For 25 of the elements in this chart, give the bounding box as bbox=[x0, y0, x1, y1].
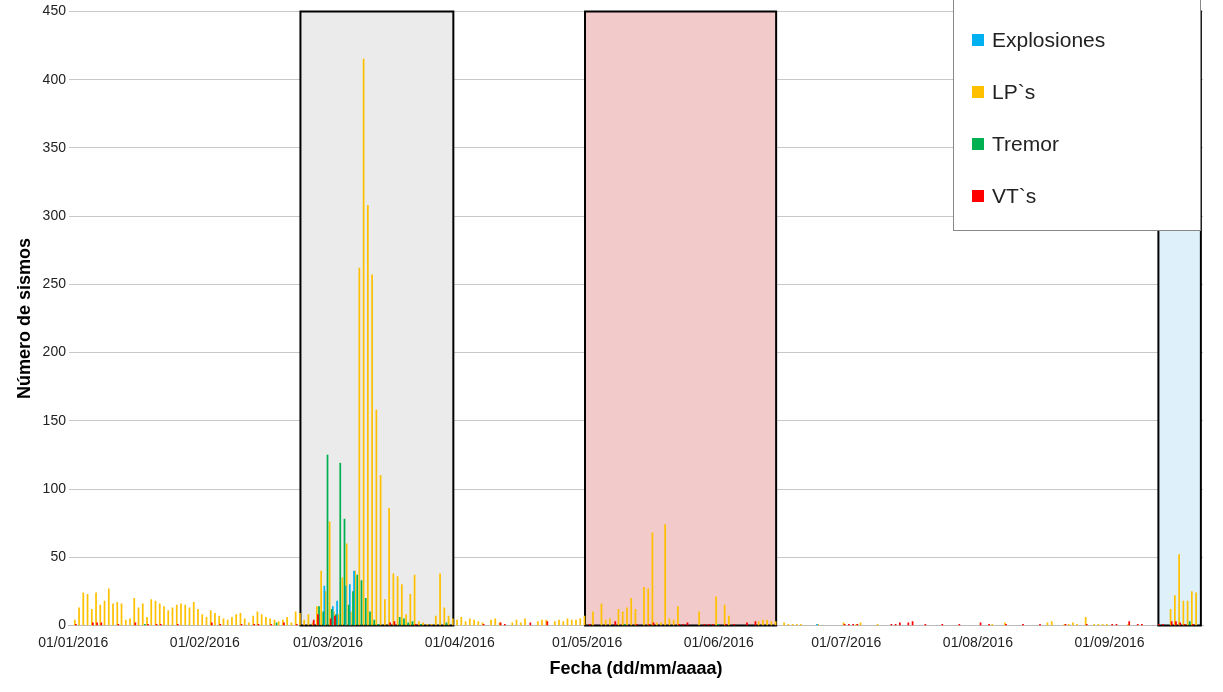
legend-label: LP`s bbox=[992, 80, 1036, 105]
x-tick-label: 01/04/2016 bbox=[424, 633, 495, 650]
y-tick-label: 350 bbox=[42, 138, 67, 155]
y-axis-title: Número de sismos bbox=[13, 237, 34, 400]
y-tick-label: 150 bbox=[42, 411, 67, 428]
y-tick-label: 400 bbox=[42, 70, 67, 87]
x-tick-label: 01/03/2016 bbox=[293, 633, 364, 650]
legend-label: Explosiones bbox=[992, 28, 1106, 53]
y-tick-label: 250 bbox=[42, 275, 67, 292]
x-tick-label: 01/08/2016 bbox=[942, 633, 1014, 650]
legend-label: Tremor bbox=[992, 132, 1059, 157]
y-tick-label: 100 bbox=[42, 479, 67, 496]
x-tick-label: 01/06/2016 bbox=[683, 633, 755, 650]
x-axis-title: Fecha (dd/mm/aaaa) bbox=[549, 658, 723, 679]
y-tick-label: 50 bbox=[50, 548, 67, 565]
x-tick-label: 01/01/2016 bbox=[38, 633, 109, 650]
legend-label: VT`s bbox=[992, 184, 1037, 209]
y-tick-label: 0 bbox=[58, 616, 67, 633]
y-tick-label: 200 bbox=[42, 343, 67, 360]
y-tick-label: 300 bbox=[42, 206, 67, 223]
y-tick-label: 450 bbox=[42, 2, 67, 19]
x-tick-label: 01/09/2016 bbox=[1074, 633, 1145, 650]
x-tick-label: 01/05/2016 bbox=[552, 633, 623, 650]
x-tick-label: 01/07/2016 bbox=[811, 633, 882, 650]
x-tick-label: 01/02/2016 bbox=[169, 633, 241, 650]
